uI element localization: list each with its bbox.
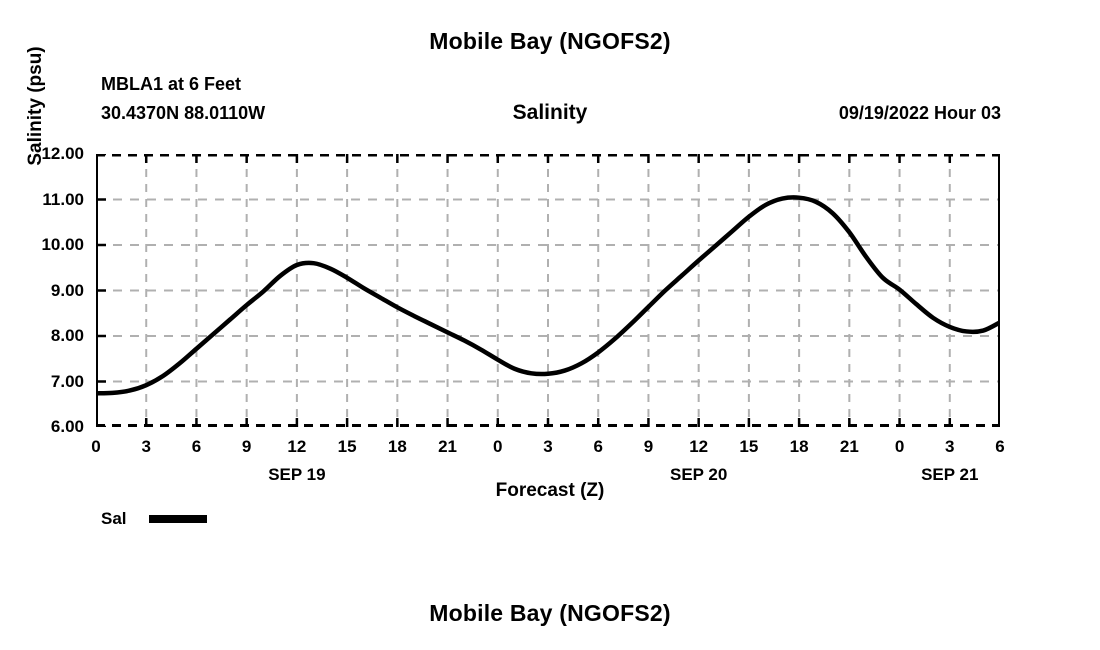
issued-timestamp: 09/19/2022 Hour 03 [838,103,1001,123]
page-title-bottom: Mobile Bay (NGOFS2) [429,600,671,626]
x-tick-label: 12 [689,437,709,456]
x-tick-label: 6 [191,437,202,456]
day-label: SEP 20 [669,465,728,484]
y-tick-label: 10.00 [41,235,84,254]
x-axis-label: Forecast (Z) [495,480,605,501]
salinity-series-line [96,195,1000,396]
x-tick-label: 21 [839,437,859,456]
legend-label-sal: Sal [101,509,127,528]
x-tick-label: 0 [493,437,503,456]
y-tick-label: 11.00 [42,189,84,209]
coordinates-label: 30.4370N 88.0110W [101,103,266,123]
x-tick-label: 0 [91,437,101,456]
y-tick-label: 8.00 [50,326,84,345]
x-tick-label: 12 [287,437,307,456]
x-tick-label: 15 [739,437,759,456]
x-tick-label: 21 [438,437,457,456]
x-tick-label: 3 [543,437,553,456]
x-tick-label: 0 [894,437,905,456]
y-tick-label: 9.00 [50,280,84,300]
horizontal-gridlines [96,198,1000,383]
salinity-line-chart [96,154,1000,427]
y-tick-label: 7.00 [50,371,84,391]
x-tick-label: 18 [387,437,407,456]
x-tick-label: 9 [643,437,654,456]
x-tick-label: 3 [945,437,955,456]
x-tick-label: 3 [141,437,151,456]
x-tick-label: 6 [995,437,1005,456]
y-tick-label: 6.00 [50,417,84,436]
x-tick-label: 18 [789,437,809,456]
day-label: SEP 21 [921,465,979,484]
legend-line-swatch [148,515,207,523]
chart-legend: Sal [101,509,207,529]
x-tick-label: 15 [337,437,357,456]
day-label: SEP 19 [268,465,326,484]
variable-title: Salinity [512,101,588,124]
page-title-top: Mobile Bay (NGOFS2) [429,28,671,54]
y-tick-label: 12.00 [41,144,84,163]
x-tick-label: 6 [593,437,603,456]
station-label: MBLA1 at 6 Feet [101,74,242,94]
x-tick-label: 9 [241,437,252,456]
chart-plot-area [96,154,1000,427]
